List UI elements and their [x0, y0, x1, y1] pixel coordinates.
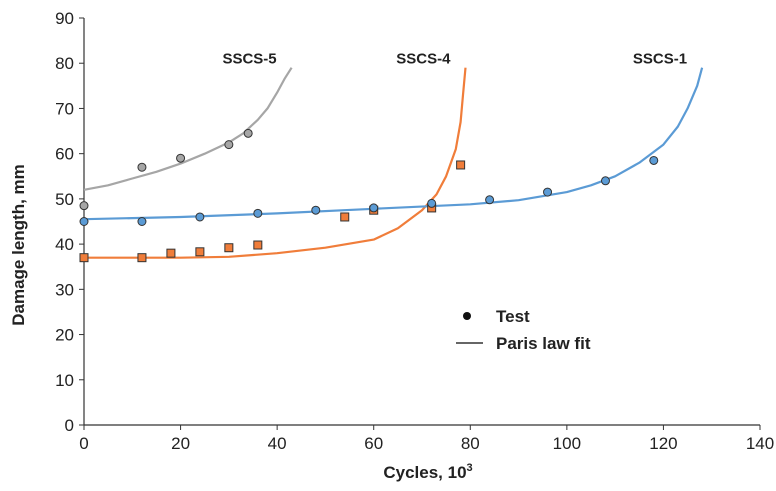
sscs-4-fit-line [84, 67, 467, 259]
sscs-1-test-point [485, 195, 495, 205]
sscs-1-test-point [543, 187, 553, 197]
sscs-4-test-point [195, 247, 205, 257]
sscs-1-test-point [137, 217, 147, 226]
legend-test-marker [463, 312, 471, 320]
fit-lines [83, 67, 704, 259]
sscs-1-label: SSCS-1 [633, 51, 687, 68]
x-axis-title: Cycles, 103 [383, 462, 472, 482]
y-tick-label: 10 [55, 371, 74, 390]
sscs-5-test-point [79, 201, 89, 211]
x-tick-label: 60 [364, 434, 383, 453]
y-tick-label: 0 [65, 416, 74, 435]
sscs-4-test-point [79, 253, 89, 263]
sscs-1-test-point [600, 176, 610, 186]
sscs-4-test-point [137, 253, 147, 263]
sscs-5-label: SSCS-5 [222, 51, 276, 68]
legend: Test Paris law fit [456, 307, 591, 353]
sscs-4-label: SSCS-4 [396, 51, 451, 68]
axes [79, 17, 761, 430]
sscs-4-test-point [340, 212, 350, 222]
sscs-4-test-point [253, 240, 263, 250]
x-tick-label: 0 [79, 434, 88, 453]
x-tick-label: 140 [746, 434, 774, 453]
sscs-1-test-point [79, 217, 89, 226]
sscs-1-test-point [195, 212, 205, 222]
test-points [79, 128, 659, 263]
legend-test-label: Test [496, 307, 530, 326]
x-tick-label: 40 [268, 434, 287, 453]
sscs-5-test-point [137, 162, 147, 172]
y-tick-label: 20 [55, 326, 74, 345]
sscs-1-fit-line [83, 67, 704, 221]
sscs-4-test-point [456, 160, 466, 170]
series-labels: SSCS-5 SSCS-4 SSCS-1 [222, 51, 687, 68]
sscs-5-fit-line [83, 67, 293, 191]
y-tick-label: 50 [55, 190, 74, 209]
x-axis-title-text: Cycles, 10 [383, 463, 466, 482]
sscs-5-test-point [224, 140, 234, 150]
sscs-4-test-point [166, 248, 176, 258]
y-axis-title: Damage length, mm [9, 164, 28, 326]
sscs-4-test-point [224, 243, 234, 253]
tick-labels: 0 10 20 30 40 50 60 70 80 90 0 20 40 60 80 100 120 140 [55, 9, 774, 453]
y-tick-label: 70 [55, 99, 74, 118]
y-tick-label: 30 [55, 280, 74, 299]
legend-fit-label: Paris law fit [496, 334, 591, 353]
sscs-5-test-point [176, 153, 186, 163]
sscs-1-test-point [427, 198, 437, 208]
y-tick-label: 90 [55, 9, 74, 28]
sscs-1-test-point [649, 155, 659, 165]
y-tick-label: 40 [55, 235, 74, 254]
sscs-1-test-point [311, 205, 321, 215]
x-tick-label: 80 [461, 434, 480, 453]
x-tick-label: 20 [171, 434, 190, 453]
x-tick-label: 100 [553, 434, 581, 453]
x-axis-title-superscript: 3 [467, 462, 473, 474]
sscs-5-test-point [243, 128, 253, 138]
y-tick-label: 60 [55, 145, 74, 164]
x-tick-label: 120 [649, 434, 677, 453]
y-tick-label: 80 [55, 54, 74, 73]
sscs-1-test-point [369, 203, 379, 213]
sscs-1-test-point [253, 208, 263, 218]
